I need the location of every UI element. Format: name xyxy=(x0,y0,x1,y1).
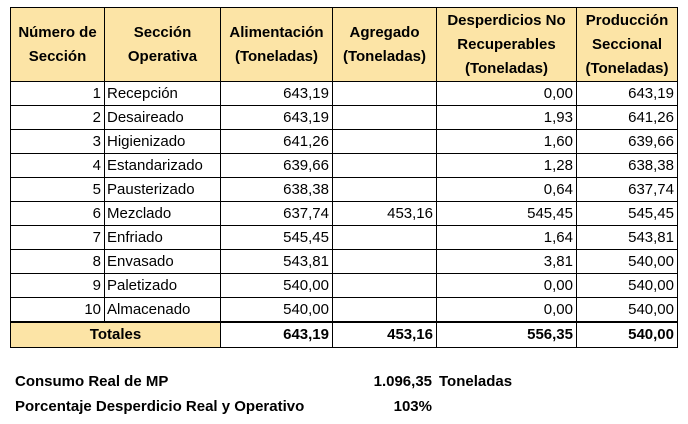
table-row: 5 Pausterizado 638,38 0,64 637,74 xyxy=(10,177,678,202)
totals-feed: 643,19 xyxy=(220,321,333,348)
cell-waste: 1,28 xyxy=(436,153,577,178)
cell-added xyxy=(332,81,437,106)
cell-feed: 639,66 xyxy=(220,153,333,178)
cell-waste: 1,60 xyxy=(436,129,577,154)
cell-section-number: 8 xyxy=(10,249,105,274)
cell-feed: 540,00 xyxy=(220,273,333,298)
cell-section-name: Recepción xyxy=(104,81,221,106)
totals-waste: 556,35 xyxy=(436,321,577,348)
cell-added xyxy=(332,105,437,130)
cell-feed: 638,38 xyxy=(220,177,333,202)
table-row: 3 Higienizado 641,26 1,60 639,66 xyxy=(10,129,678,154)
cell-section-name: Higienizado xyxy=(104,129,221,154)
table-row: 6 Mezclado 637,74 453,16 545,45 545,45 xyxy=(10,201,678,226)
cell-waste: 545,45 xyxy=(436,201,577,226)
cell-section-number: 6 xyxy=(10,201,105,226)
cell-added xyxy=(332,129,437,154)
table-row: 1 Recepción 643,19 0,00 643,19 xyxy=(10,81,678,106)
header-section-name: Sección Operativa xyxy=(104,7,221,82)
cell-production: 643,19 xyxy=(576,81,678,106)
consumo-value: 1.096,35 xyxy=(373,373,432,390)
cell-feed: 543,81 xyxy=(220,249,333,274)
porcentaje-label: Porcentaje Desperdicio Real y Operativo xyxy=(15,398,305,415)
cell-section-name: Mezclado xyxy=(104,201,221,226)
cell-section-number: 4 xyxy=(10,153,105,178)
cell-production: 543,81 xyxy=(576,225,678,250)
waste-table: Número de Sección Sección Operativa Alim… xyxy=(10,7,678,348)
cell-section-name: Estandarizado xyxy=(104,153,221,178)
table-row: 4 Estandarizado 639,66 1,28 638,38 xyxy=(10,153,678,178)
cell-added xyxy=(332,177,437,202)
cell-production: 540,00 xyxy=(576,273,678,298)
consumo-unit: Toneladas xyxy=(439,373,513,390)
cell-waste: 3,81 xyxy=(436,249,577,274)
cell-waste: 0,64 xyxy=(436,177,577,202)
table-row: 9 Paletizado 540,00 0,00 540,00 xyxy=(10,273,678,298)
cell-waste: 0,00 xyxy=(436,273,577,298)
cell-section-number: 5 xyxy=(10,177,105,202)
cell-production: 540,00 xyxy=(576,297,678,323)
totals-row: Totales 643,19 453,16 556,35 540,00 xyxy=(10,321,678,348)
header-feed: Alimentación (Toneladas) xyxy=(220,7,333,82)
totals-production: 540,00 xyxy=(576,321,678,348)
header-waste: Desperdicios No Recuperables (Toneladas) xyxy=(436,7,577,82)
cell-section-name: Enfriado xyxy=(104,225,221,250)
cell-waste: 0,00 xyxy=(436,81,577,106)
cell-added xyxy=(332,297,437,323)
cell-feed: 641,26 xyxy=(220,129,333,154)
cell-production: 637,74 xyxy=(576,177,678,202)
cell-added xyxy=(332,225,437,250)
cell-production: 641,26 xyxy=(576,105,678,130)
cell-section-number: 2 xyxy=(10,105,105,130)
cell-feed: 643,19 xyxy=(220,81,333,106)
cell-section-name: Pausterizado xyxy=(104,177,221,202)
cell-section-number: 1 xyxy=(10,81,105,106)
cell-waste: 1,93 xyxy=(436,105,577,130)
totals-label: Totales xyxy=(10,321,221,348)
cell-feed: 540,00 xyxy=(220,297,333,323)
cell-feed: 637,74 xyxy=(220,201,333,226)
cell-section-number: 9 xyxy=(10,273,105,298)
cell-added: 453,16 xyxy=(332,201,437,226)
cell-production: 639,66 xyxy=(576,129,678,154)
cell-feed: 545,45 xyxy=(220,225,333,250)
cell-section-number: 10 xyxy=(10,297,105,323)
totals-added: 453,16 xyxy=(332,321,437,348)
cell-section-number: 7 xyxy=(10,225,105,250)
cell-waste: 0,00 xyxy=(436,297,577,323)
cell-production: 638,38 xyxy=(576,153,678,178)
table-row: 2 Desaireado 643,19 1,93 641,26 xyxy=(10,105,678,130)
header-added: Agregado (Toneladas) xyxy=(332,7,437,82)
header-row: Número de Sección Sección Operativa Alim… xyxy=(10,7,678,82)
cell-feed: 643,19 xyxy=(220,105,333,130)
header-production: Producción Seccional (Toneladas) xyxy=(576,7,678,82)
cell-section-name: Envasado xyxy=(104,249,221,274)
cell-waste: 1,64 xyxy=(436,225,577,250)
cell-added xyxy=(332,153,437,178)
cell-section-name: Desaireado xyxy=(104,105,221,130)
cell-production: 545,45 xyxy=(576,201,678,226)
cell-section-name: Almacenado xyxy=(104,297,221,323)
cell-section-name: Paletizado xyxy=(104,273,221,298)
cell-added xyxy=(332,249,437,274)
cell-production: 540,00 xyxy=(576,249,678,274)
table-row: 8 Envasado 543,81 3,81 540,00 xyxy=(10,249,678,274)
table-row: 7 Enfriado 545,45 1,64 543,81 xyxy=(10,225,678,250)
table-row: 10 Almacenado 540,00 0,00 540,00 xyxy=(10,297,678,323)
header-section-number: Número de Sección xyxy=(10,7,105,82)
cell-added xyxy=(332,273,437,298)
cell-section-number: 3 xyxy=(10,129,105,154)
consumo-label: Consumo Real de MP xyxy=(15,373,169,390)
porcentaje-value: 103% xyxy=(393,398,432,415)
